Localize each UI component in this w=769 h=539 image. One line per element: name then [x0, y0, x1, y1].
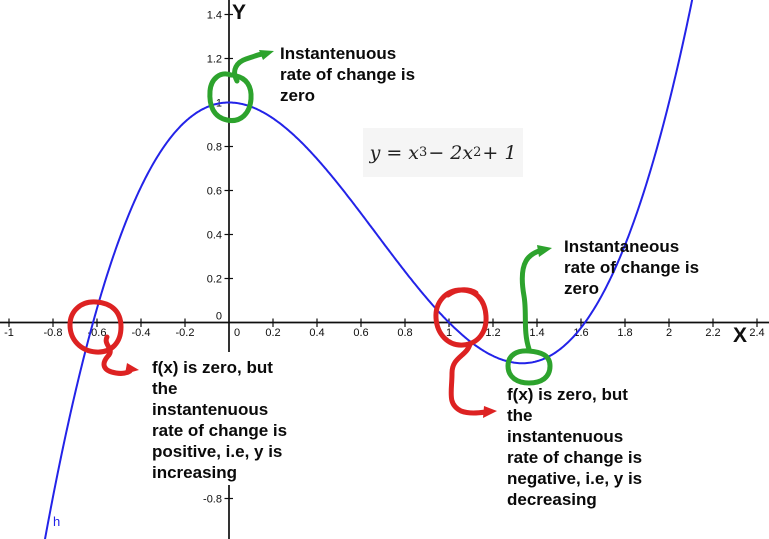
note-local-min: Instantaneous rate of change is zero [564, 237, 700, 298]
svg-text:-0.2: -0.2 [176, 327, 195, 339]
svg-text:1.4: 1.4 [529, 327, 544, 339]
green-circle-local-min [505, 348, 553, 386]
svg-text:0.6: 0.6 [353, 327, 368, 339]
svg-text:0.2: 0.2 [207, 274, 222, 286]
x-axis-ticks: -1 -0.8 -0.6 -0.4 -0.2 0 0.2 0.4 0.6 0.8 1 1.2 1.4 1.… [4, 318, 765, 339]
note-local-max: Instantenuous rate of change is zero [280, 44, 416, 105]
svg-text:1: 1 [446, 327, 452, 339]
red-circle-left-root [67, 299, 124, 355]
svg-text:1.4: 1.4 [207, 10, 222, 22]
red-circle-right-root [433, 287, 489, 348]
svg-text:0.4: 0.4 [207, 230, 222, 242]
note-right-root: f(x) is zero, but the instantenuous rate… [507, 385, 643, 509]
green-arrow-local-min [519, 245, 552, 352]
green-arrow-local-max [232, 50, 274, 84]
svg-text:1.2: 1.2 [207, 54, 222, 66]
red-arrow-left [101, 334, 139, 376]
svg-text:1.8: 1.8 [617, 327, 632, 339]
svg-text:-1: -1 [4, 327, 14, 339]
svg-text:0: 0 [234, 327, 240, 339]
svg-text:0: 0 [216, 311, 222, 323]
svg-text:0.4: 0.4 [309, 327, 324, 339]
svg-text:0.8: 0.8 [397, 327, 412, 339]
x-axis-label: X [733, 324, 748, 347]
svg-text:2: 2 [666, 327, 672, 339]
svg-text:0.2: 0.2 [265, 327, 280, 339]
svg-text:0.6: 0.6 [207, 186, 222, 198]
svg-text:1.6: 1.6 [573, 327, 588, 339]
equation-text: y = x [369, 141, 420, 164]
note-left-root: f(x) is zero, but the instantenuous rate… [147, 352, 308, 485]
svg-text:-0.4: -0.4 [132, 327, 151, 339]
svg-text:-0.8: -0.8 [203, 494, 222, 506]
svg-text:0.8: 0.8 [207, 142, 222, 154]
red-arrow-right [448, 341, 497, 418]
svg-text:-0.6: -0.6 [88, 327, 107, 339]
svg-text:-0.8: -0.8 [44, 327, 63, 339]
y-axis-label: Y [232, 1, 247, 24]
svg-text:2.2: 2.2 [705, 327, 720, 339]
svg-text:2.4: 2.4 [749, 327, 764, 339]
curve-name-label: h [53, 514, 61, 529]
function-curve [43, 0, 694, 539]
svg-text:1.2: 1.2 [485, 327, 500, 339]
